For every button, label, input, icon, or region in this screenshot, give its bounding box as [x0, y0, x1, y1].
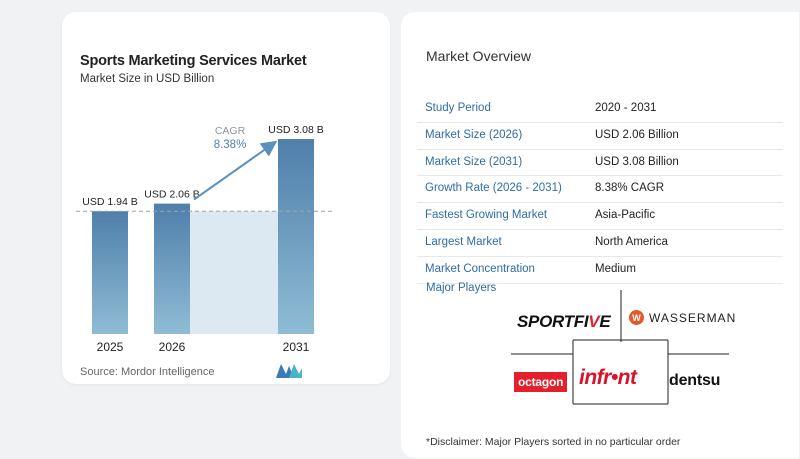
major-players-title: Major Players [426, 282, 497, 294]
overview-row: Market Concentration Medium [417, 257, 783, 284]
overview-title: Market Overview [426, 48, 532, 64]
overview-card: Market Overview Study Period 2020 - 2031… [401, 12, 799, 458]
wasserman-logo: W WASSERMAN [629, 310, 736, 325]
overview-row: Market Size (2031) USD 3.08 Billion [417, 150, 783, 177]
mordor-logo-icon [276, 364, 302, 378]
overview-row-value: Medium [595, 262, 636, 275]
x-tick-label: 2025 [97, 340, 124, 354]
x-tick-label: 2031 [283, 340, 310, 354]
bar-2025 [92, 211, 128, 334]
octagon-logo: octagon [514, 372, 568, 392]
chart-title: Sports Marketing Services Market [80, 53, 307, 69]
overview-row-value: 2020 - 2031 [595, 102, 657, 114]
overview-row-label: Growth Rate (2026 - 2031) [425, 182, 562, 195]
overview-row: Study Period 2020 - 2031 [417, 96, 783, 123]
reference-band [190, 211, 278, 334]
overview-row-label: Market Size (2031) [425, 155, 523, 168]
overview-table: Study Period 2020 - 2031 Market Size (20… [417, 96, 783, 284]
bar-2026 [154, 203, 190, 334]
sportfive-logo: SPORTFIVE [517, 312, 611, 332]
overview-row: Growth Rate (2026 - 2031) 8.38% CAGR [417, 176, 783, 204]
wasserman-mark-icon: W [629, 310, 644, 325]
source-note: Source: Mordor Intelligence [80, 366, 215, 378]
bar-2031 [278, 139, 314, 334]
data-label: USD 1.94 B [82, 196, 137, 208]
infront-logo: infr•nt [579, 366, 637, 389]
sportfive-logo-text-b: V [588, 312, 600, 331]
cagr-label: CAGR [215, 125, 246, 137]
overview-row: Fastest Growing Market Asia-Pacific [417, 203, 783, 230]
chart-subtitle: Market Size in USD Billion [80, 73, 215, 85]
overview-row-label: Fastest Growing Market [425, 209, 548, 222]
data-label: USD 2.06 B [144, 189, 199, 201]
overview-row-label: Market Size (2026) [425, 128, 523, 141]
disclaimer: *Disclaimer: Major Players sorted in no … [426, 436, 681, 448]
overview-row-value: North America [595, 235, 668, 248]
cagr-arrow [193, 140, 278, 201]
players-grid-lines [511, 290, 729, 405]
x-tick-label: 2026 [159, 340, 186, 354]
overview-row-value: USD 2.06 Billion [595, 128, 679, 141]
overview-row-label: Study Period [425, 102, 491, 114]
dentsu-logo: dentsu [669, 372, 721, 389]
bar-chart: USD 1.94 B 2025 USD 2.06 B 2026 USD 3.08 B 20… [76, 124, 332, 354]
data-label: USD 3.08 B [268, 124, 323, 136]
overview-row-value: USD 3.08 Billion [595, 155, 679, 168]
overview-row: Largest Market North America [417, 230, 783, 257]
wasserman-logo-text: WASSERMAN [649, 310, 737, 325]
overview-row-label: Largest Market [425, 235, 502, 248]
chart-card: Sports Marketing Services Market Market … [62, 12, 390, 384]
cagr-value: 8.38% [214, 139, 247, 151]
sportfive-logo-text-a: SPORTFI [517, 312, 589, 331]
overview-row-value: 8.38% CAGR [595, 182, 665, 195]
overview-row: Market Size (2026) USD 2.06 Billion [417, 123, 783, 150]
overview-row-label: Market Concentration [425, 262, 535, 275]
overview-row-value: Asia-Pacific [595, 209, 656, 222]
sportfive-logo-text-c: E [599, 312, 611, 331]
